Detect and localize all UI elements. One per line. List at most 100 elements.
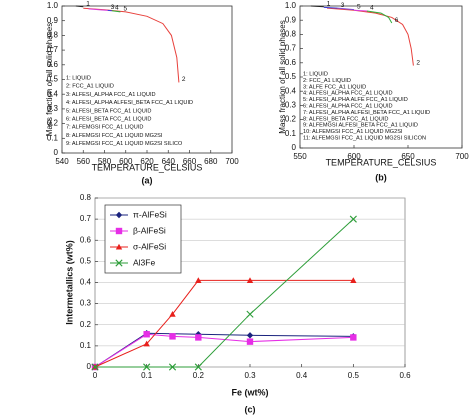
marker [350,334,357,341]
legend-entry: 11: ALFEMGSI FCC_A1 LIQUID MG2SI SILICON [303,135,426,141]
curve-label: 1 [327,0,331,7]
y-tick-label: 0.4 [285,86,297,95]
y-tick-label: 0.6 [80,235,92,244]
caption: (b) [375,172,387,182]
legend-marker [115,243,123,250]
y-tick-label: 0.9 [47,16,59,25]
series-line [95,218,354,368]
legend-entry: 2: FCC_A1 LIQUID [303,78,351,84]
legend-entry: 7: ALFEMGSI FCC_A1 LIQUID [66,125,143,131]
y-tick-label: 0 [54,148,59,157]
y-tick-label: 0.7 [47,45,59,54]
curve-label: 1 [86,0,90,7]
legend-entry: 7: ALFESI_ALPHA ALFESI_BETA FCC_A1 LIQUI… [303,110,430,116]
legend-marker [115,211,123,219]
x-tick-label: 0.5 [348,371,360,380]
x-tick-label: 0.1 [141,371,153,380]
chart: 0 0.1 0.2 0.3 0.4 0.5 0.6 0.7 0.8 0.9 1.0 540 560 580… [45,0,239,185]
legend-entry: 4: ALFESI_ALPHA ALFESI_BETA FCC_A1 LIQUI… [66,100,193,106]
legend-label: β-AlFeSi [133,225,166,235]
marker [91,363,99,371]
curve-label: 5 [123,6,127,13]
legend-label: π-AlFeSi [133,209,167,219]
x-tick-label: 700 [455,152,469,161]
y-tick-label: 0.2 [285,115,297,124]
x-tick-label: 620 [140,157,154,166]
marker [349,215,357,223]
legend-label: Al3Fe [133,257,155,267]
plot-frame [299,5,463,149]
x-tick-label: 0.4 [296,371,308,380]
legend-entry: 10: ALFEMGSI FCC_A1 LIQUID MG2SI [303,129,403,135]
curve-label: 3 [111,4,115,11]
series-line [83,7,180,83]
y-tick-label: 1.0 [47,1,59,10]
legend-entry: 5: ALFESI_ALPHA ALFE FCC_A1 LIQUID [303,97,408,103]
y-tick-label: 0.1 [80,341,92,350]
x-tick-label: 650 [401,152,415,161]
series-line [366,10,393,24]
legend-entry: 9: ALFEMGSI ALFESI_BETA FCC_A1 LIQUID [303,123,418,129]
y-tick-label: 0.3 [80,299,92,308]
y-tick-label: 0.8 [47,31,59,40]
x-tick-label: 640 [162,157,176,166]
plot-frame [61,5,233,154]
y-tick-label: 0.2 [47,119,59,128]
x-tick-label: 680 [204,157,218,166]
series-line [94,333,354,368]
x-tick-label: 540 [55,157,69,166]
marker [195,277,202,283]
curve-label: 2 [182,76,186,83]
y-tick-label: 0.2 [80,320,92,329]
legend-label: σ-AlFeSi [133,241,166,251]
legend-entry: 3: ALFESI_ALPHA FCC_A1 LIQUID [66,92,156,98]
x-tick-label: 600 [119,157,133,166]
series-line [94,279,354,368]
x-tick-label: 580 [98,157,112,166]
x-tick-label: 550 [293,152,307,161]
y-tick-label: 0.1 [285,129,297,138]
curve-label: 3 [341,2,345,9]
y-tick-label: 0.1 [47,133,59,142]
y-axis-title: Intermetallics (wt%) [64,240,74,325]
x-tick-label: 0.6 [399,371,411,380]
series-line [310,5,324,8]
series-line [337,7,355,11]
y-tick-label: 0.8 [285,30,297,39]
y-tick-label: 0.3 [285,101,297,110]
y-tick-label: 0.6 [47,60,59,69]
x-tick-label: 660 [183,157,197,166]
y-tick-label: 0.5 [80,256,92,265]
curve-label: 5 [357,3,361,10]
y-tick-label: 0.9 [285,15,297,24]
legend-marker [115,259,123,267]
legend-entry: 8: ALFEMGSI FCC_A1 LIQUID MG2SI [66,133,163,139]
series-line [326,7,414,66]
y-tick-label: 0.4 [47,89,59,98]
x-tick-label: 0.2 [193,371,205,380]
legend-marker [115,227,123,235]
series-line [353,9,368,12]
marker [246,332,254,339]
marker [194,363,202,371]
marker [246,310,254,318]
y-tick-label: 0 [87,362,92,371]
curve-label: 2 [416,59,420,66]
y-tick-label: 0.7 [80,214,92,223]
x-tick-label: 0 [93,371,98,380]
y-tick-label: 0.3 [47,104,59,113]
y-tick-label: 0.5 [47,75,59,84]
curve-label: 4 [370,5,374,12]
legend-entry: 6: ALFESI_BETA FCC_A1 LIQUID [66,116,151,122]
y-tick-label: 0.4 [80,278,92,287]
curve-label: 4 [115,4,119,11]
x-tick-label: 700 [225,157,239,166]
x-axis-title: TEMPERATURE_CELSIUS [326,157,437,167]
legend-entry: 6: ALFESI_ALPHA FCC_A1 LIQUID [303,103,393,109]
legend-entry: 1: LIQUID [66,75,91,81]
legend-entry: 4: ALFESI_ALPHA FCC_A1 LIQUID [303,91,393,97]
y-axis-title: Mass fraction of all solid phases [45,23,54,136]
marker [169,310,176,317]
x-tick-label: 0.3 [244,371,256,380]
legend-entry: 2: FCC_A1 LIQUID [66,84,114,90]
